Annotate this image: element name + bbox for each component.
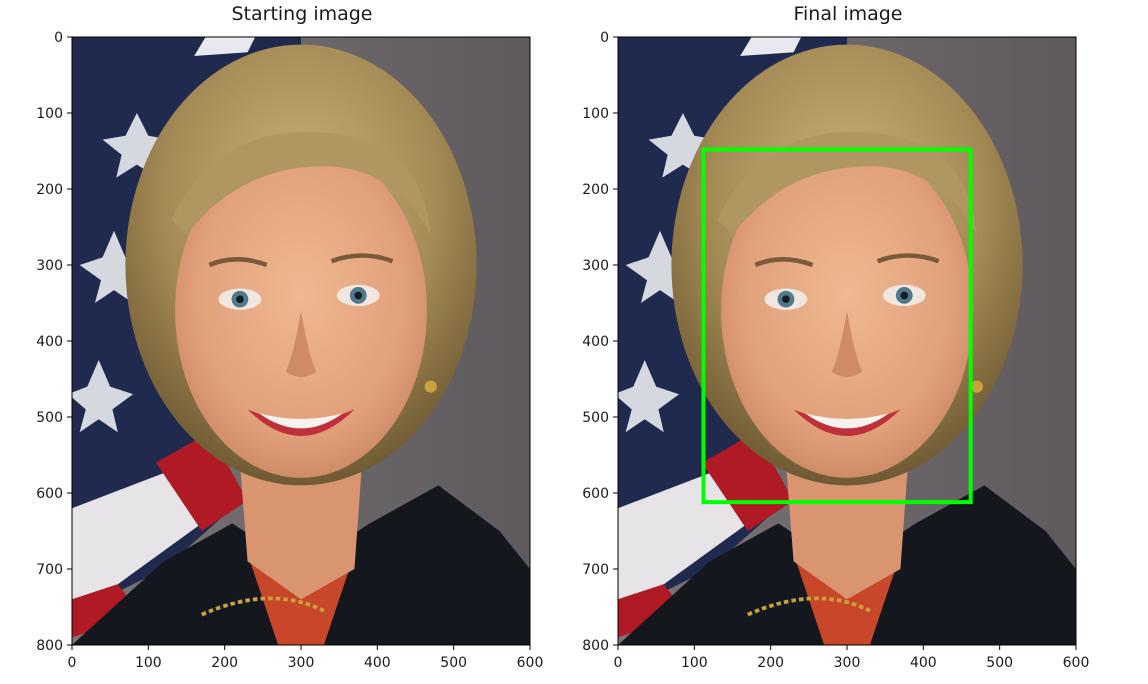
x-tick-label: 0 <box>68 655 77 671</box>
y-tick-label: 500 <box>36 410 63 426</box>
y-tick-label: 100 <box>36 106 63 122</box>
y-tick-label: 700 <box>582 562 609 578</box>
y-tick-label: 200 <box>36 182 63 198</box>
x-tick-label: 500 <box>986 655 1013 671</box>
y-tick-label: 0 <box>54 30 63 46</box>
y-tick-label: 100 <box>582 106 609 122</box>
x-tick-label: 400 <box>364 655 391 671</box>
y-tick-label: 600 <box>582 486 609 502</box>
portrait-photo <box>614 37 1076 645</box>
x-tick-label: 0 <box>614 655 623 671</box>
x-tick-label: 100 <box>135 655 162 671</box>
y-tick-label: 200 <box>582 182 609 198</box>
y-tick-label: 300 <box>582 258 609 274</box>
y-tick-label: 300 <box>36 258 63 274</box>
x-tick-label: 300 <box>288 655 315 671</box>
y-tick-label: 800 <box>582 638 609 654</box>
y-tick-label: 0 <box>600 30 609 46</box>
portrait-photo <box>68 37 530 645</box>
x-tick-label: 200 <box>211 655 238 671</box>
panel-title: Starting image <box>231 3 373 25</box>
y-tick-label: 600 <box>36 486 63 502</box>
panel-title: Final image <box>793 3 903 25</box>
y-tick-label: 500 <box>582 410 609 426</box>
x-tick-label: 500 <box>440 655 467 671</box>
x-tick-label: 400 <box>910 655 937 671</box>
x-tick-label: 600 <box>1063 655 1090 671</box>
y-tick-label: 400 <box>36 334 63 350</box>
y-tick-label: 700 <box>36 562 63 578</box>
x-tick-label: 300 <box>834 655 861 671</box>
y-tick-label: 800 <box>36 638 63 654</box>
x-tick-label: 600 <box>517 655 544 671</box>
x-tick-label: 100 <box>681 655 708 671</box>
y-tick-label: 400 <box>582 334 609 350</box>
face-detection-box <box>701 147 973 505</box>
x-tick-label: 200 <box>757 655 784 671</box>
